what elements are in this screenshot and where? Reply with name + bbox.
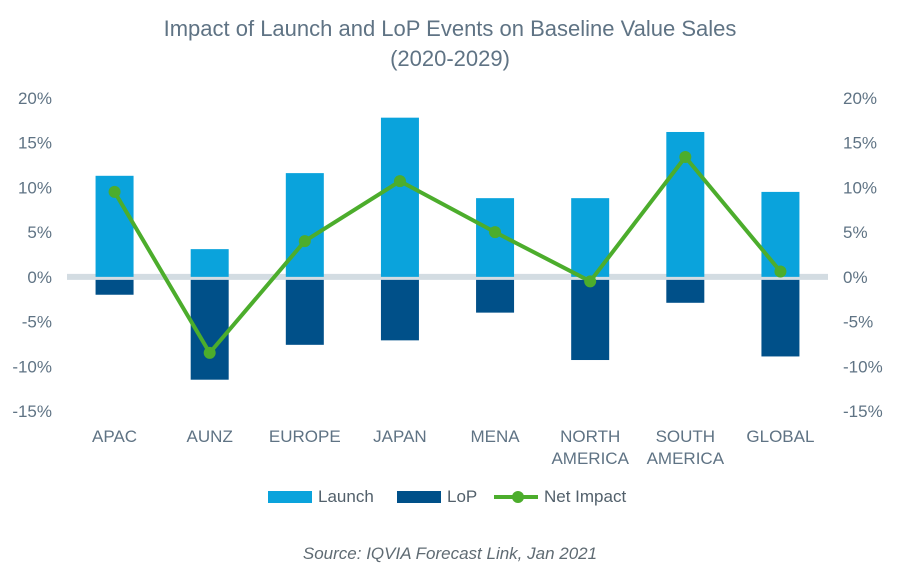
- chart-legend: Launch LoP Net Impact: [0, 486, 900, 508]
- bar-lop: [95, 279, 134, 295]
- y-tick-label-right: -5%: [843, 313, 873, 332]
- x-category-label: APAC: [92, 427, 137, 446]
- x-category-label: EUROPE: [269, 427, 341, 446]
- net-impact-point: [774, 265, 787, 278]
- legend-swatch-net-impact: [494, 491, 538, 503]
- legend-item-net-impact: Net Impact: [494, 486, 626, 508]
- y-tick-label-left: 20%: [18, 89, 52, 108]
- net-impact-point: [108, 185, 121, 198]
- x-category-label: SOUTH: [656, 427, 716, 446]
- bar-lop: [285, 279, 324, 345]
- chart-title-line-2: (2020-2029): [390, 46, 510, 71]
- bar-lop: [476, 279, 515, 313]
- legend-label-net-impact: Net Impact: [544, 487, 627, 506]
- bar-launch: [380, 117, 419, 277]
- x-category-label: AUNZ: [187, 427, 233, 446]
- y-tick-label-right: 20%: [843, 89, 877, 108]
- y-tick-label-right: 15%: [843, 134, 877, 153]
- x-category-label: NORTH: [560, 427, 620, 446]
- bar-lop: [380, 279, 419, 341]
- net-impact-point: [298, 235, 311, 248]
- y-tick-label-left: -10%: [12, 357, 52, 376]
- bar-lop: [666, 279, 705, 303]
- net-impact-point: [203, 346, 216, 359]
- legend-swatch-lop: [397, 491, 441, 503]
- x-category-label: AMERICA: [551, 449, 629, 468]
- y-tick-label-left: 5%: [27, 223, 52, 242]
- y-tick-label-right: -15%: [843, 402, 883, 421]
- net-impact-line: [112, 155, 782, 355]
- y-tick-label-right: 5%: [843, 223, 868, 242]
- legend-label-lop: LoP: [447, 487, 478, 506]
- bar-lop: [761, 279, 800, 357]
- y-tick-label-left: -15%: [12, 402, 52, 421]
- x-category-label: AMERICA: [647, 449, 725, 468]
- net-impact-point: [393, 175, 406, 188]
- chart-source-note: Source: IQVIA Forecast Link, Jan 2021: [302, 544, 598, 563]
- bar-launch: [285, 173, 324, 277]
- y-tick-label-right: -10%: [843, 357, 883, 376]
- y-tick-label-left: 10%: [18, 178, 52, 197]
- net-impact-point: [489, 226, 502, 239]
- y-tick-label-left: 15%: [18, 134, 52, 153]
- legend-label-launch: Launch: [318, 487, 374, 506]
- y-tick-label-left: -5%: [22, 313, 52, 332]
- bar-launch: [761, 191, 800, 277]
- legend-swatch-launch: [268, 491, 312, 503]
- legend-item-lop: LoP: [397, 486, 477, 508]
- net-impact-point: [679, 151, 692, 164]
- bar-launch: [190, 249, 229, 277]
- net-impact-point: [584, 275, 597, 288]
- bar-lop: [571, 279, 610, 361]
- x-category-label: MENA: [471, 427, 521, 446]
- x-category-label: GLOBAL: [746, 427, 814, 446]
- y-tick-label-left: 0%: [27, 268, 52, 287]
- chart-title-line-1: Impact of Launch and LoP Events on Basel…: [163, 16, 737, 41]
- legend-item-launch: Launch: [268, 486, 374, 508]
- y-tick-label-right: 0%: [843, 268, 868, 287]
- x-category-label: JAPAN: [373, 427, 427, 446]
- y-tick-label-right: 10%: [843, 178, 877, 197]
